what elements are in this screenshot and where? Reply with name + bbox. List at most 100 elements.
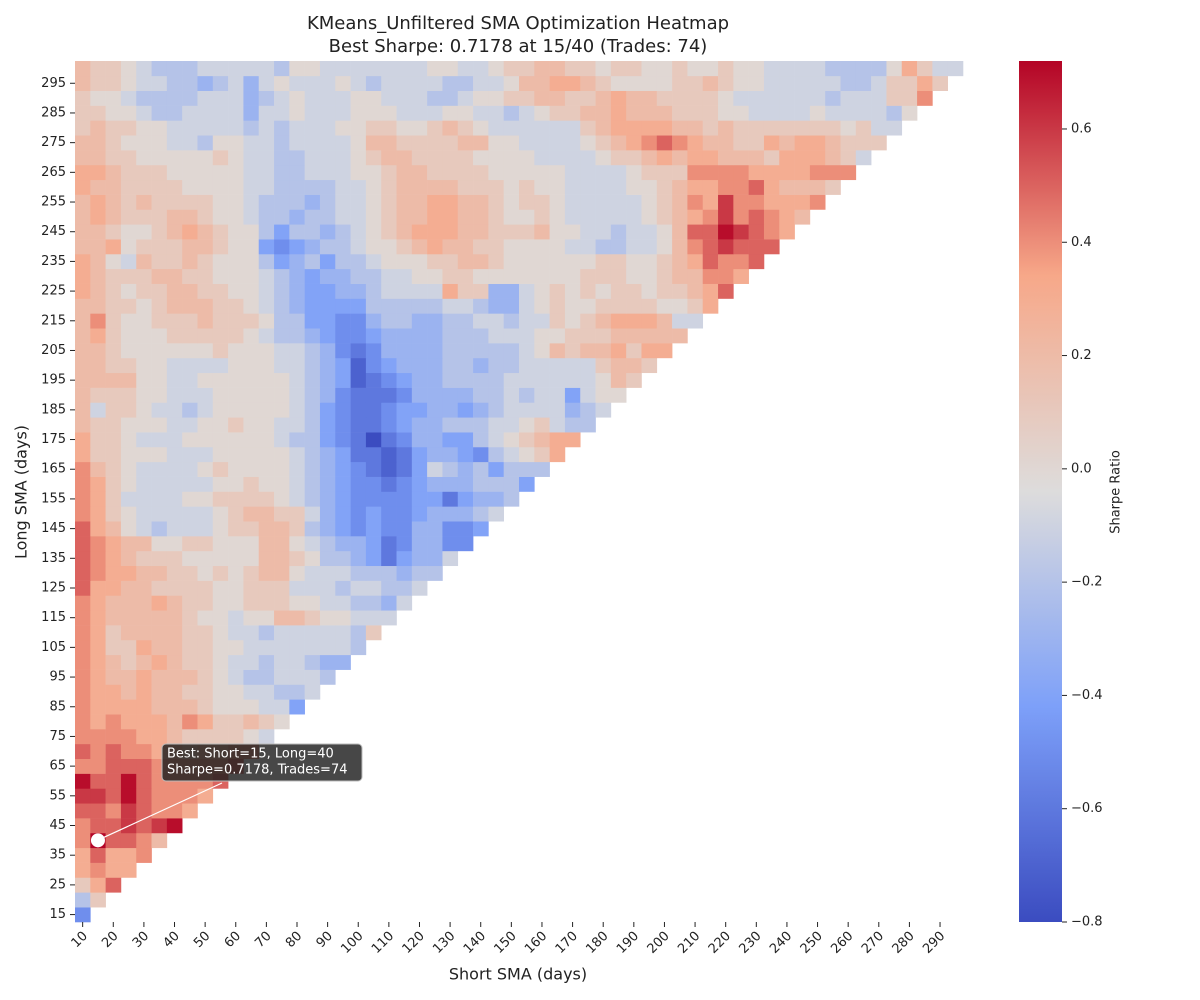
heatmap-cell bbox=[595, 164, 612, 181]
heatmap-cell bbox=[182, 164, 198, 181]
x-tick-label: 150 bbox=[491, 929, 519, 957]
heatmap-cell bbox=[319, 491, 336, 507]
heatmap-cell bbox=[687, 61, 704, 77]
heatmap-cell bbox=[825, 75, 841, 91]
heatmap-cell bbox=[411, 372, 428, 388]
heatmap-cell bbox=[90, 239, 106, 255]
heatmap-cell bbox=[151, 343, 168, 359]
heatmap-cell bbox=[136, 224, 152, 240]
heatmap-cell bbox=[90, 372, 106, 388]
heatmap-cell bbox=[120, 194, 137, 210]
heatmap-cell bbox=[75, 150, 91, 166]
heatmap-cell bbox=[427, 105, 443, 121]
heatmap-cell bbox=[457, 253, 474, 270]
heatmap-cell bbox=[488, 417, 504, 433]
heatmap-cell bbox=[75, 684, 91, 700]
heatmap-cell bbox=[457, 536, 474, 552]
heatmap-cell bbox=[228, 491, 244, 507]
heatmap-cell bbox=[197, 224, 214, 240]
heatmap-cell bbox=[427, 224, 443, 240]
heatmap-cell bbox=[75, 669, 91, 685]
heatmap-cell bbox=[595, 372, 612, 388]
heatmap-cell bbox=[763, 209, 780, 225]
chart-subtitle: Best Sharpe: 0.7178 at 15/40 (Trades: 74… bbox=[329, 36, 708, 57]
heatmap-cell bbox=[534, 298, 550, 314]
heatmap-cell bbox=[564, 298, 581, 314]
heatmap-cell bbox=[871, 75, 887, 91]
heatmap-cell bbox=[411, 150, 428, 166]
heatmap-cell bbox=[182, 328, 198, 344]
heatmap-cell bbox=[274, 135, 290, 151]
heatmap-cell bbox=[656, 328, 673, 344]
heatmap-cell bbox=[228, 298, 244, 314]
heatmap-cell bbox=[488, 343, 504, 359]
heatmap-cell bbox=[243, 90, 260, 106]
heatmap-cell bbox=[503, 179, 520, 195]
heatmap-cell bbox=[304, 625, 321, 641]
heatmap-cell bbox=[182, 194, 198, 210]
heatmap-cell bbox=[105, 253, 122, 270]
heatmap-cell bbox=[228, 313, 244, 329]
heatmap-cell bbox=[90, 194, 106, 210]
heatmap-cell bbox=[289, 268, 305, 284]
heatmap-cell bbox=[274, 253, 290, 270]
heatmap-cell bbox=[442, 224, 459, 240]
heatmap-cell bbox=[473, 402, 489, 418]
heatmap-cell bbox=[289, 313, 305, 329]
heatmap-cell bbox=[243, 595, 260, 611]
heatmap-cell bbox=[197, 491, 214, 507]
heatmap-cell bbox=[136, 313, 152, 329]
heatmap-cell bbox=[120, 90, 137, 106]
heatmap-cell bbox=[656, 61, 673, 77]
heatmap-cell bbox=[427, 461, 443, 477]
heatmap-cell bbox=[411, 387, 428, 403]
heatmap-cell bbox=[626, 268, 642, 284]
heatmap-cell bbox=[488, 75, 504, 91]
heatmap-cell bbox=[136, 639, 152, 656]
heatmap-cell bbox=[304, 75, 321, 91]
heatmap-cell bbox=[228, 654, 244, 670]
heatmap-cell bbox=[120, 343, 137, 359]
heatmap-cell bbox=[610, 194, 627, 210]
heatmap-cell bbox=[457, 90, 474, 106]
heatmap-cell bbox=[243, 179, 260, 195]
y-tick-label: 235 bbox=[41, 254, 66, 269]
heatmap-cell bbox=[136, 432, 152, 448]
heatmap-cell bbox=[610, 209, 627, 225]
heatmap-cell bbox=[365, 491, 382, 507]
heatmap-cell bbox=[151, 536, 168, 552]
heatmap-cell bbox=[519, 224, 535, 240]
heatmap-cell bbox=[90, 90, 106, 106]
heatmap-cell bbox=[564, 357, 581, 374]
heatmap-cell bbox=[396, 565, 413, 581]
heatmap-cell bbox=[503, 432, 520, 448]
heatmap-cell bbox=[626, 298, 642, 314]
heatmap-cell bbox=[228, 714, 244, 730]
heatmap-cell bbox=[182, 803, 198, 819]
heatmap-cell bbox=[350, 580, 367, 596]
heatmap-cell bbox=[182, 61, 198, 77]
heatmap-cell bbox=[473, 506, 489, 522]
heatmap-cell bbox=[335, 120, 351, 136]
heatmap-cell bbox=[335, 179, 351, 195]
heatmap-cell bbox=[151, 818, 168, 834]
heatmap-cell bbox=[840, 105, 857, 121]
heatmap-cell bbox=[381, 120, 397, 136]
heatmap-cell bbox=[120, 476, 137, 492]
heatmap-cell bbox=[212, 550, 229, 567]
heatmap-cell bbox=[75, 268, 91, 284]
heatmap-cell bbox=[319, 372, 336, 388]
heatmap-cell bbox=[656, 298, 673, 314]
heatmap-cell bbox=[488, 90, 504, 106]
heatmap-cell bbox=[90, 818, 106, 834]
heatmap-cell bbox=[304, 135, 321, 151]
x-tick-label: 40 bbox=[161, 929, 183, 951]
heatmap-cell bbox=[120, 164, 137, 181]
heatmap-cell bbox=[304, 550, 321, 567]
y-tick-label: 145 bbox=[41, 521, 66, 536]
heatmap-cell bbox=[427, 298, 443, 314]
heatmap-cell bbox=[457, 417, 474, 433]
heatmap-cell bbox=[105, 209, 122, 225]
heatmap-cell bbox=[166, 105, 183, 121]
